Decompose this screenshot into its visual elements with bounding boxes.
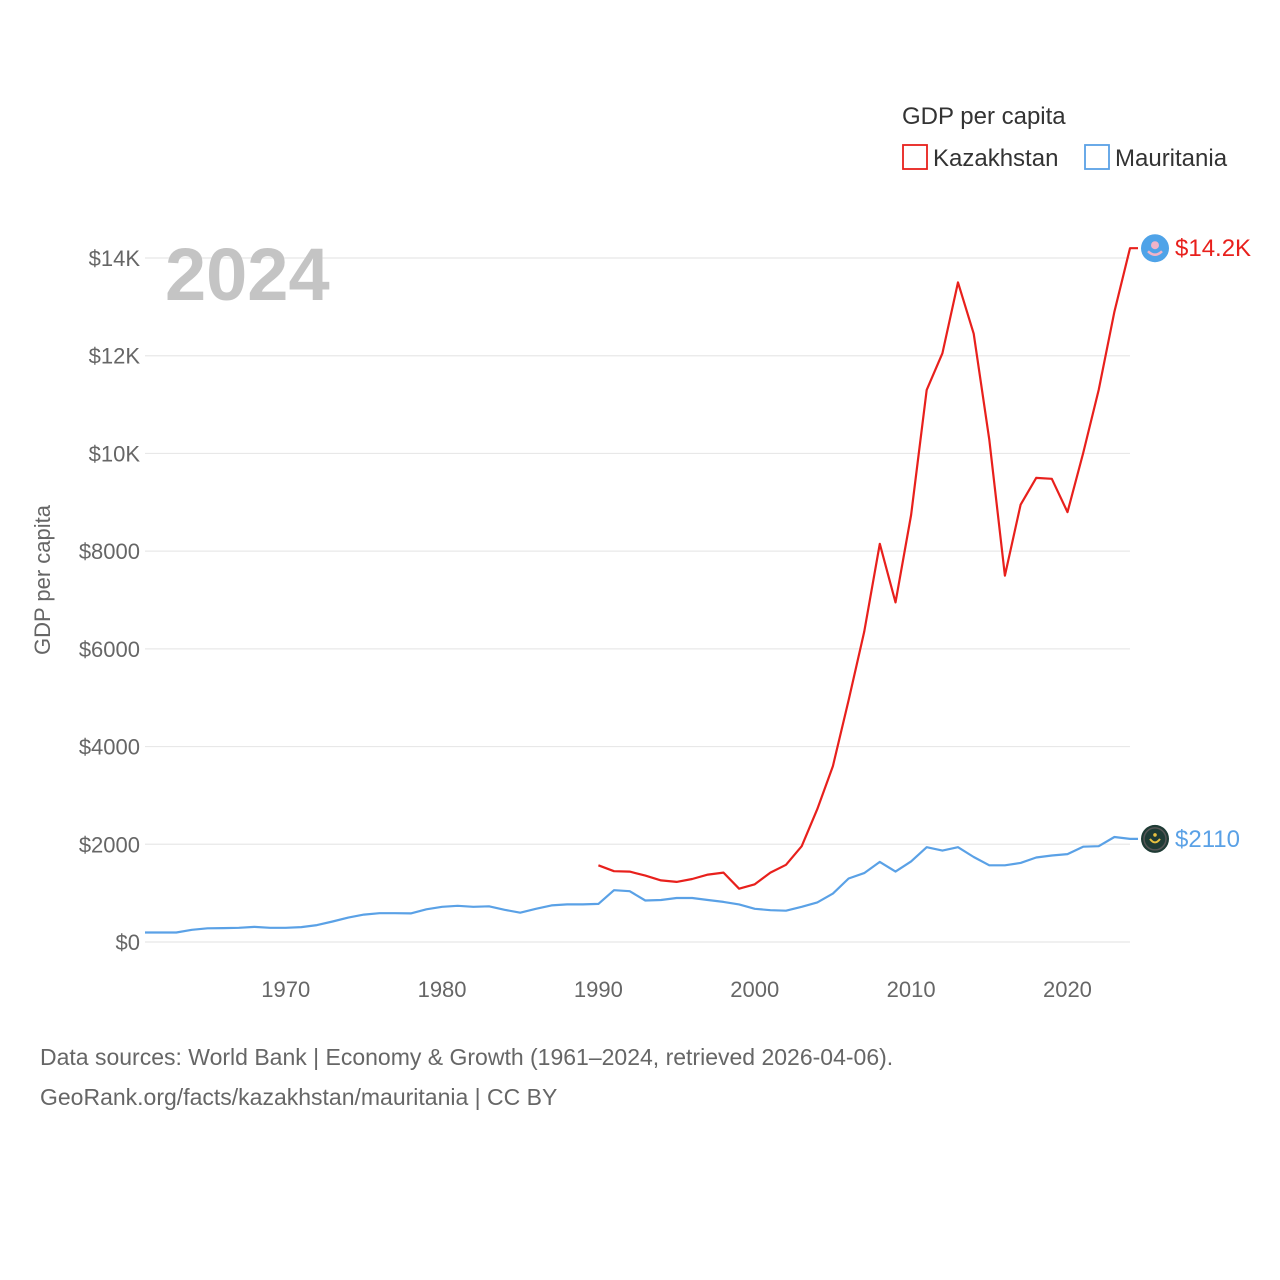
series-lines — [145, 247, 1138, 934]
x-axis-ticks: 1970 1980 1990 2000 2010 2020 — [261, 977, 1092, 1002]
flag-sun-icon — [1151, 241, 1159, 250]
y-tick-label: $14K — [89, 246, 141, 271]
legend-label-kazakhstan[interactable]: Kazakhstan — [933, 145, 1058, 172]
legend: GDP per capita Kazakhstan Mauritania — [902, 103, 1228, 172]
legend-swatch-kazakhstan[interactable] — [902, 144, 928, 170]
source-line-1: Data sources: World Bank | Economy & Gro… — [40, 1044, 894, 1070]
legend-label-mauritania[interactable]: Mauritania — [1115, 145, 1228, 172]
x-tick-label: 2010 — [887, 977, 936, 1002]
end-markers: $14.2K $2110 — [1141, 234, 1251, 853]
mauritania-flag-icon — [1141, 824, 1169, 853]
legend-title: GDP per capita — [902, 103, 1066, 130]
y-tick-label: $0 — [116, 930, 140, 955]
y-axis-ticks: $0 $2000 $4000 $6000 $8000 $10K $12K $14K — [79, 246, 141, 955]
end-label-kazakhstan: $14.2K — [1175, 235, 1251, 262]
series-line-kazakhstan[interactable] — [598, 247, 1138, 890]
y-tick-label: $12K — [89, 344, 141, 369]
x-tick-label: 2020 — [1043, 977, 1092, 1002]
y-tick-label: $2000 — [79, 832, 140, 857]
x-tick-label: 2000 — [730, 977, 779, 1002]
source-line-2: GeoRank.org/facts/kazakhstan/mauritania … — [40, 1084, 558, 1110]
y-tick-label: $6000 — [79, 637, 140, 662]
series-line-mauritania[interactable] — [145, 835, 1138, 934]
flag-ring-icon — [1143, 827, 1167, 851]
year-label: 2024 — [165, 233, 330, 316]
flag-eagle-icon — [1147, 250, 1163, 256]
legend-swatch-mauritania[interactable] — [1084, 144, 1110, 170]
flag-star-icon — [1153, 833, 1157, 837]
y-tick-label: $4000 — [79, 735, 140, 760]
x-tick-label: 1990 — [574, 977, 623, 1002]
gridlines — [145, 257, 1130, 943]
x-tick-label: 1970 — [261, 977, 310, 1002]
y-axis-title: GDP per capita — [30, 504, 55, 655]
x-tick-label: 1980 — [418, 977, 467, 1002]
y-tick-label: $10K — [89, 441, 141, 466]
y-tick-label: $8000 — [79, 539, 140, 564]
flag-crescent-icon — [1149, 838, 1161, 844]
end-label-mauritania: $2110 — [1175, 826, 1240, 853]
